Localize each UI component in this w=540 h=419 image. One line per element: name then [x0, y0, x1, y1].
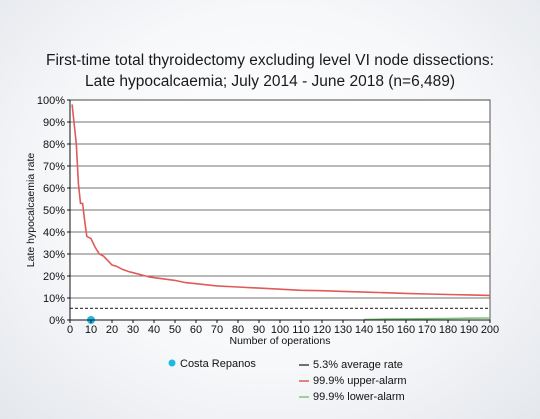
legend-point-marker: [168, 359, 176, 367]
chart-title-line-1: First-time total thyroidectomy excluding…: [46, 52, 494, 69]
x-tick-label: 160: [397, 324, 415, 336]
x-tick-label: 130: [334, 324, 352, 336]
x-tick-label: 120: [313, 324, 331, 336]
y-tick-label: 90%: [43, 117, 65, 129]
y-tick-label: 10%: [43, 293, 65, 305]
y-tick-label: 60%: [43, 183, 65, 195]
x-tick-label: 10: [85, 324, 97, 336]
chart-title-line-2: Late hypocalcaemia; July 2014 - June 201…: [84, 73, 456, 90]
y-tick-label: 100%: [37, 95, 65, 107]
x-tick-label: 60: [190, 324, 202, 336]
x-tick-label: 70: [211, 324, 223, 336]
x-tick-labels: 0 10 20 30 40 50 60 70 80 90 100 110 120 130 140 150 160…: [67, 320, 499, 336]
y-tick-label: 40%: [43, 227, 65, 239]
x-tick-label: 30: [127, 324, 139, 336]
x-tick-label: 80: [232, 324, 244, 336]
grid-lines: [70, 99, 490, 299]
legend-upper-label: 99.9% upper-alarm: [313, 375, 407, 387]
y-tick-label: 50%: [43, 205, 65, 217]
series-line-99-9-upper-alarm: [71, 104, 491, 297]
series-line-99-9-lower-alarm: [363, 317, 491, 321]
x-tick-label: 0: [67, 324, 73, 336]
x-tick-label: 190: [460, 324, 478, 336]
x-tick-label: 50: [169, 324, 181, 336]
y-tick-label: 70%: [43, 161, 65, 173]
x-tick-label: 140: [355, 324, 373, 336]
x-tick-label: 200: [481, 324, 499, 336]
legend: Costa Repanos 5.3% average rate 99.9% up…: [168, 358, 407, 403]
y-tick-label: 20%: [43, 271, 65, 283]
x-tick-label: 150: [376, 324, 394, 336]
y-tick-label: 0%: [49, 315, 65, 327]
series-group: [71, 104, 491, 321]
y-tick-label: 30%: [43, 249, 65, 261]
y-axis-label: Late hypocalcaemia rate: [25, 153, 37, 268]
y-tick-labels: 0% 10% 20% 30% 40% 50% 60% 70% 80% 90% 100%: [37, 95, 70, 327]
legend-average-label: 5.3% average rate: [313, 359, 403, 371]
x-tick-label: 170: [418, 324, 436, 336]
x-tick-label: 90: [253, 324, 265, 336]
legend-lower-label: 99.9% lower-alarm: [313, 391, 405, 403]
x-axis-label: Number of operations: [230, 335, 331, 347]
y-tick-label: 80%: [43, 139, 65, 151]
x-tick-label: 180: [439, 324, 457, 336]
x-tick-label: 110: [292, 324, 310, 336]
x-tick-label: 100: [271, 324, 289, 336]
chart-title: First-time total thyroidectomy excluding…: [0, 50, 540, 92]
legend-point-label: Costa Repanos: [180, 358, 256, 370]
x-tick-label: 40: [148, 324, 160, 336]
x-tick-label: 20: [106, 324, 118, 336]
